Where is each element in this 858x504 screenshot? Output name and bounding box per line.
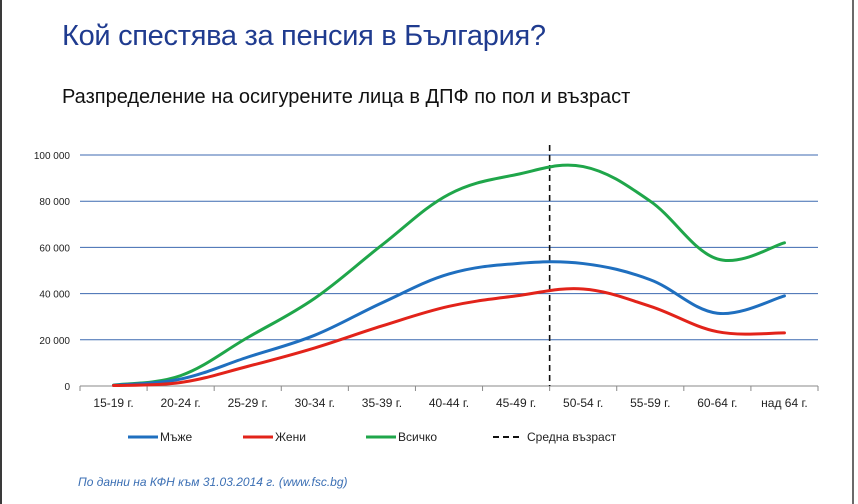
page-title: Кой спестява за пенсия в България?	[62, 20, 546, 52]
x-tick-label: 40-44 г.	[429, 396, 469, 410]
x-tick-label: 45-49 г.	[496, 396, 536, 410]
y-tick-label: 60 000	[39, 243, 70, 254]
line-chart: 0 20 000 40 000 60 000 80 000 100 000 15-19 г.…	[34, 145, 819, 444]
y-tick-label: 40 000	[39, 290, 70, 301]
y-tick-label: 20 000	[39, 336, 70, 347]
y-tick-label: 100 000	[34, 151, 71, 162]
x-tick-label: 25-29 г.	[228, 396, 268, 410]
left-border	[0, 0, 2, 504]
legend-label: Мъже	[160, 430, 193, 444]
legend-label: Жени	[275, 430, 306, 444]
x-tick-label: 20-24 г.	[160, 396, 200, 410]
x-tick-label: над 64 г.	[761, 396, 808, 410]
legend-label: Всичко	[398, 430, 437, 444]
right-border	[852, 0, 854, 504]
chart-title: Разпределение на осигурените лица в ДПФ …	[62, 86, 631, 108]
x-tick-label: 35-39 г.	[362, 396, 402, 410]
series-line	[112, 287, 786, 388]
legend-label: Средна възраст	[527, 430, 617, 444]
x-tick-label: 50-54 г.	[563, 396, 603, 410]
series-line	[112, 163, 786, 387]
series-line	[112, 260, 786, 387]
source-note: По данни на КФН към 31.03.2014 г. (www.f…	[78, 475, 348, 489]
y-tick-label: 80 000	[39, 197, 70, 208]
x-tick-label: 55-59 г.	[630, 396, 670, 410]
x-tick-label: 15-19 г.	[93, 396, 133, 410]
y-tick-label: 0	[64, 382, 70, 393]
x-tick-label: 60-64 г.	[697, 396, 737, 410]
x-tick-label: 30-34 г.	[295, 396, 335, 410]
